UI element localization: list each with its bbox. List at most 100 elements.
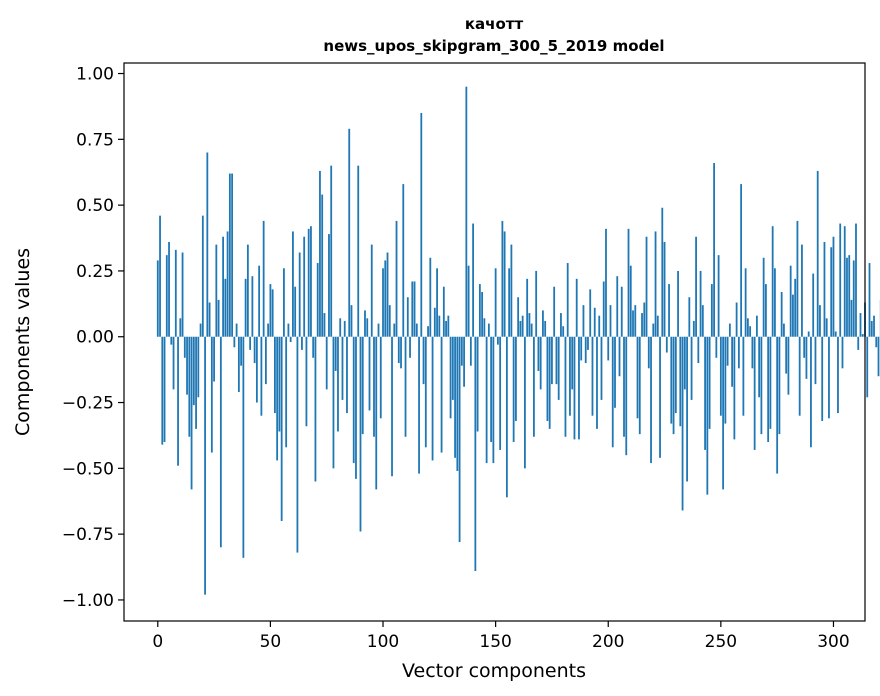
bar-243 <box>704 336 706 450</box>
bar-300 <box>832 236 835 337</box>
bar-130 <box>449 336 452 419</box>
bar-308 <box>850 299 853 337</box>
bar-219 <box>650 336 652 464</box>
bar-2 <box>161 336 164 445</box>
bar-168 <box>535 270 538 337</box>
bar-3 <box>163 336 166 443</box>
bar-309 <box>852 260 855 337</box>
bar-152 <box>499 336 502 450</box>
bar-133 <box>456 336 459 471</box>
bar-231 <box>677 270 679 337</box>
bar-122 <box>431 336 434 461</box>
bar-26 <box>215 244 218 337</box>
bar-123 <box>433 307 436 337</box>
bar-67 <box>307 228 310 337</box>
bar-247 <box>713 163 715 337</box>
bar-304 <box>841 336 844 369</box>
bar-282 <box>792 294 794 337</box>
bar-124 <box>436 268 438 337</box>
bar-213 <box>636 336 639 419</box>
bar-137 <box>465 86 468 337</box>
bar-105 <box>393 323 396 337</box>
bar-46 <box>260 336 263 416</box>
bar-57 <box>285 336 288 448</box>
bar-275 <box>776 336 779 474</box>
bar-288 <box>805 336 808 379</box>
bar-154 <box>503 231 506 337</box>
bar-257 <box>735 302 738 337</box>
bar-164 <box>526 278 529 337</box>
bar-218 <box>647 336 650 369</box>
bar-13 <box>186 336 188 395</box>
bar-30 <box>224 278 227 337</box>
bar-256 <box>733 336 736 440</box>
bar-142 <box>476 336 479 432</box>
bar-101 <box>384 260 387 337</box>
bar-132 <box>454 336 456 458</box>
bar-320 <box>877 336 880 377</box>
bar-315 <box>866 336 869 398</box>
y-tick-label: −1.00 <box>62 591 114 611</box>
bar-198 <box>602 281 605 337</box>
bar-136 <box>463 336 465 387</box>
bar-192 <box>589 289 592 337</box>
bar-250 <box>719 336 722 416</box>
bar-272 <box>769 336 772 429</box>
bar-246 <box>710 284 713 337</box>
bar-191 <box>587 336 589 350</box>
bar-222 <box>656 315 659 337</box>
y-tick-label: 0.00 <box>76 328 114 348</box>
bar-183 <box>569 336 571 416</box>
bar-93 <box>366 318 369 337</box>
bar-138 <box>467 265 470 337</box>
bar-109 <box>402 184 405 337</box>
bar-56 <box>283 268 285 337</box>
bar-239 <box>695 236 697 337</box>
bar-79 <box>334 336 337 371</box>
bar-38 <box>242 336 245 558</box>
bar-197 <box>600 336 603 400</box>
bar-242 <box>701 305 704 337</box>
bar-200 <box>607 336 610 361</box>
bar-153 <box>501 220 504 337</box>
bar-146 <box>485 336 488 464</box>
bar-84 <box>346 336 348 414</box>
bar-15 <box>190 336 193 490</box>
bar-155 <box>505 336 508 498</box>
bar-135 <box>460 336 463 366</box>
bar-211 <box>632 310 634 337</box>
bar-207 <box>623 336 625 437</box>
bar-24 <box>210 336 213 453</box>
bar-34 <box>233 336 236 348</box>
bar-40 <box>246 244 249 337</box>
bar-224 <box>661 207 664 337</box>
x-axis-ticks: 0 50 100 150 200 250 300 <box>152 621 850 652</box>
bar-199 <box>605 228 607 337</box>
bar-215 <box>641 313 643 337</box>
bar-14 <box>188 336 191 437</box>
bar-60 <box>292 231 294 337</box>
bar-279 <box>785 336 788 374</box>
bar-9 <box>177 336 179 466</box>
bar-158 <box>512 336 515 443</box>
bar-29 <box>222 236 224 337</box>
bar-318 <box>873 315 875 337</box>
bar-289 <box>807 331 810 337</box>
bar-195 <box>596 336 598 429</box>
bar-35 <box>235 323 238 337</box>
bar-108 <box>400 336 402 369</box>
bar-313 <box>861 334 864 337</box>
y-tick-label: −0.50 <box>62 459 114 479</box>
bar-258 <box>737 336 740 369</box>
bar-91 <box>361 336 364 435</box>
bar-175 <box>551 336 553 385</box>
bar-292 <box>814 336 817 385</box>
bar-18 <box>197 336 200 398</box>
bar-235 <box>686 336 688 482</box>
bar-276 <box>778 336 781 435</box>
bar-227 <box>668 284 670 337</box>
bar-43 <box>253 336 256 364</box>
bar-33 <box>231 173 234 337</box>
bar-65 <box>303 236 306 337</box>
